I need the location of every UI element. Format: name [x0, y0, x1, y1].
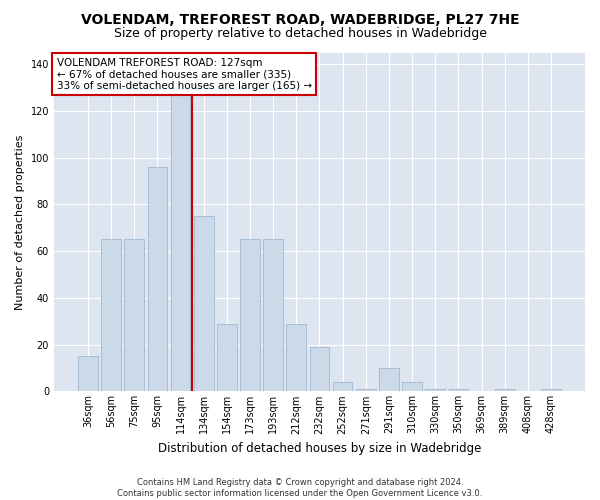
Bar	[101, 240, 121, 392]
Bar	[148, 167, 167, 392]
X-axis label: Distribution of detached houses by size in Wadebridge: Distribution of detached houses by size …	[158, 442, 481, 455]
Bar	[379, 368, 399, 392]
Bar	[402, 382, 422, 392]
Bar	[310, 347, 329, 392]
Bar	[170, 94, 190, 392]
Bar	[194, 216, 214, 392]
Bar	[217, 324, 236, 392]
Bar	[240, 240, 260, 392]
Text: VOLENDAM TREFOREST ROAD: 127sqm
← 67% of detached houses are smaller (335)
33% o: VOLENDAM TREFOREST ROAD: 127sqm ← 67% of…	[56, 58, 311, 91]
Bar	[356, 389, 376, 392]
Bar	[286, 324, 306, 392]
Bar	[495, 389, 515, 392]
Bar	[333, 382, 352, 392]
Bar	[124, 240, 144, 392]
Text: VOLENDAM, TREFOREST ROAD, WADEBRIDGE, PL27 7HE: VOLENDAM, TREFOREST ROAD, WADEBRIDGE, PL…	[80, 12, 520, 26]
Bar	[78, 356, 98, 392]
Bar	[263, 240, 283, 392]
Bar	[425, 389, 445, 392]
Bar	[541, 389, 561, 392]
Text: Size of property relative to detached houses in Wadebridge: Size of property relative to detached ho…	[113, 28, 487, 40]
Text: Contains HM Land Registry data © Crown copyright and database right 2024.
Contai: Contains HM Land Registry data © Crown c…	[118, 478, 482, 498]
Y-axis label: Number of detached properties: Number of detached properties	[15, 134, 25, 310]
Bar	[449, 389, 468, 392]
